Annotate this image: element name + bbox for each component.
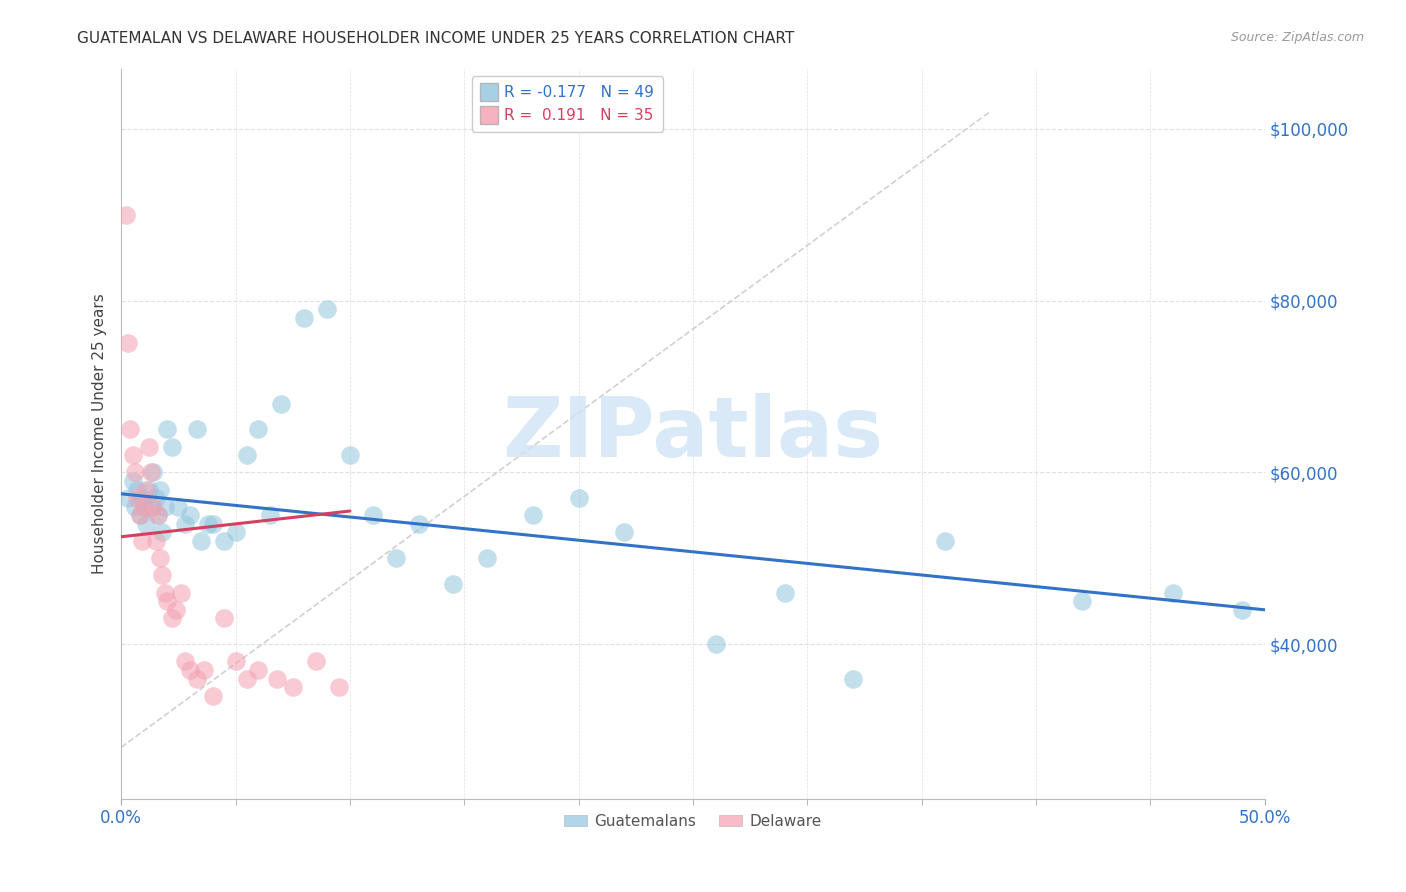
Point (146, 508, 169, 523)
Point (212, 534, 235, 549)
Point (201, 516, 224, 531)
Point (1230, 603, 1253, 617)
Point (179, 508, 201, 523)
Text: ZIPatlas: ZIPatlas (502, 393, 883, 475)
Point (124, 466, 146, 480)
Point (174, 654, 197, 668)
Point (475, 551, 498, 566)
Point (773, 585, 796, 599)
Point (132, 500, 155, 514)
Point (160, 611, 183, 625)
Point (270, 396, 292, 410)
Point (128, 508, 150, 523)
Text: GUATEMALAN VS DELAWARE HOUSEHOLDER INCOME UNDER 25 YEARS CORRELATION CHART: GUATEMALAN VS DELAWARE HOUSEHOLDER INCOM… (77, 31, 794, 46)
Point (117, 491, 139, 505)
Point (236, 672, 259, 686)
Point (146, 508, 169, 523)
Point (704, 637, 727, 651)
Point (150, 568, 173, 582)
Point (193, 663, 215, 677)
Point (197, 516, 219, 531)
Point (328, 680, 350, 694)
Point (138, 440, 160, 454)
Point (124, 500, 146, 514)
Point (156, 594, 179, 608)
Point (259, 508, 281, 523)
Point (304, 654, 326, 668)
Point (361, 508, 384, 523)
Point (165, 603, 187, 617)
Point (132, 500, 155, 514)
Point (1070, 594, 1092, 608)
Point (138, 483, 160, 497)
Point (167, 500, 190, 514)
Point (236, 448, 259, 462)
Point (114, 208, 136, 222)
Point (186, 422, 208, 436)
Point (131, 534, 153, 549)
Point (135, 483, 157, 497)
Point (120, 422, 142, 436)
Point (292, 310, 315, 325)
Point (316, 302, 339, 317)
Point (142, 466, 165, 480)
Y-axis label: Householder Income Under 25 years: Householder Income Under 25 years (93, 293, 107, 574)
Point (153, 500, 176, 514)
Point (613, 525, 636, 540)
Point (247, 663, 270, 677)
Point (127, 491, 149, 505)
Point (441, 577, 464, 591)
Point (127, 483, 149, 497)
Point (121, 448, 143, 462)
Point (179, 663, 201, 677)
Point (153, 585, 176, 599)
Point (145, 534, 167, 549)
Point (934, 534, 956, 549)
Point (186, 672, 208, 686)
Point (174, 516, 197, 531)
Point (135, 516, 157, 531)
Point (522, 508, 544, 523)
Point (117, 336, 139, 351)
Point (568, 491, 591, 505)
Point (121, 474, 143, 488)
Point (384, 551, 406, 566)
Point (156, 422, 179, 436)
Text: Source: ZipAtlas.com: Source: ZipAtlas.com (1230, 31, 1364, 45)
Point (170, 585, 193, 599)
Point (150, 525, 173, 540)
Point (266, 672, 288, 686)
Point (139, 500, 162, 514)
Point (225, 654, 247, 668)
Point (190, 534, 212, 549)
Point (131, 491, 153, 505)
Point (149, 551, 172, 566)
Point (212, 611, 235, 625)
Point (842, 672, 865, 686)
Point (160, 440, 183, 454)
Point (145, 491, 167, 505)
Point (139, 466, 162, 480)
Point (149, 483, 172, 497)
Point (408, 516, 430, 531)
Point (201, 689, 224, 703)
Point (128, 508, 150, 523)
Legend: Guatemalans, Delaware: Guatemalans, Delaware (558, 808, 828, 835)
Point (339, 448, 361, 462)
Point (225, 525, 247, 540)
Point (281, 680, 304, 694)
Point (142, 500, 165, 514)
Point (247, 422, 270, 436)
Point (1163, 585, 1185, 599)
